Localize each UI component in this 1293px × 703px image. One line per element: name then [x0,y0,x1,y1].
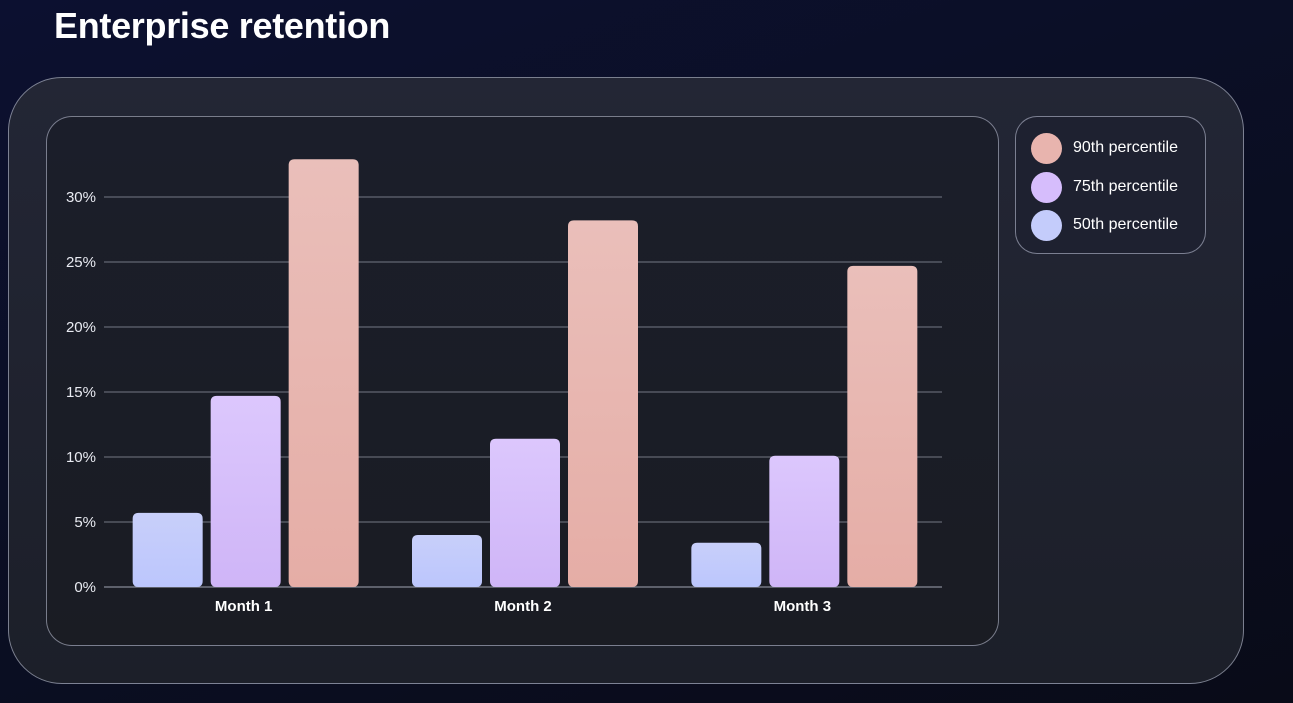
bar-50th-percentile-month-2 [412,535,482,587]
bar-90th-percentile-month-1 [288,159,359,588]
bar-50th-percentile-month-3 [691,542,762,587]
page-title: Enterprise retention [54,5,391,46]
x-axis-labels: Month 1 Month 2 Month 3 [215,598,831,615]
y-tick-label: 10% [66,449,96,466]
legend-item-90th: 90th percentile [1031,132,1178,164]
y-tick-label: 30% [66,189,96,206]
y-tick-label: 20% [66,319,96,336]
bar-75th-percentile-month-2 [490,438,560,587]
bar-90th-percentile-month-2 [568,220,638,587]
bar-50th-percentile-month-1 [132,512,203,587]
legend-item-50th: 50th percentile [1031,209,1178,241]
legend-label-50th: 50th percentile [1073,216,1178,233]
legend-swatch-75th [1031,171,1062,203]
y-tick-label: 25% [66,254,96,271]
legend-swatch-90th [1031,132,1062,164]
x-tick-label: Month 3 [774,598,832,615]
bars [132,159,918,588]
y-tick-label: 0% [74,579,96,596]
bar-75th-percentile-month-3 [769,455,840,587]
legend: 90th percentile 75th percentile 50th per… [1015,116,1206,254]
legend-swatch-50th [1031,209,1062,241]
bar-90th-percentile-month-3 [847,265,918,587]
x-tick-label: Month 1 [215,598,273,615]
legend-label-90th: 90th percentile [1073,139,1178,156]
y-tick-label: 15% [66,384,96,401]
legend-item-75th: 75th percentile [1031,171,1178,203]
y-tick-label: 5% [74,514,96,531]
x-tick-label: Month 2 [494,598,552,615]
bar-75th-percentile-month-1 [210,395,281,587]
y-axis-ticks: 0% 5% 10% 15% 20% 25% 30% [66,189,96,596]
legend-label-75th: 75th percentile [1073,178,1178,195]
